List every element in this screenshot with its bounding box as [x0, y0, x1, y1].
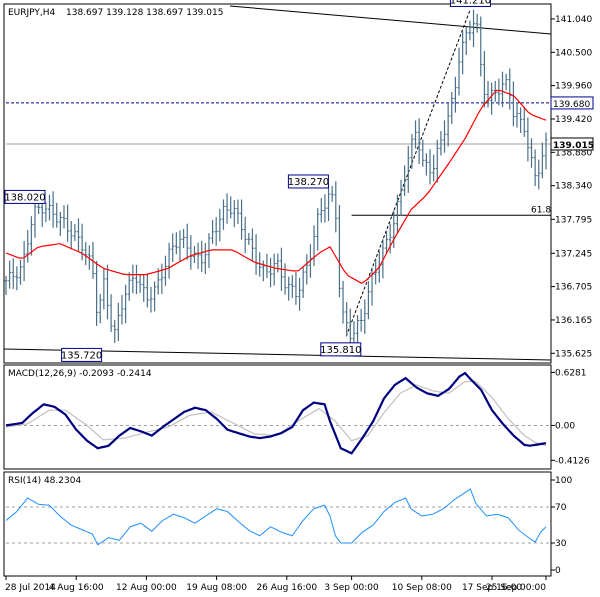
fib-618-label: 61.8 — [531, 205, 551, 215]
price-axis-label: 137.795 — [555, 215, 592, 225]
annotation-label: 141.210 — [450, 0, 491, 6]
x-axis-label: 3 Sep 00:00 — [324, 583, 379, 593]
upper-trendline — [229, 5, 552, 35]
macd-line — [5, 371, 547, 455]
x-axis-label: 19 Aug 08:00 — [186, 583, 247, 593]
price-axis-label: 137.245 — [555, 249, 592, 259]
rsi-series — [5, 488, 551, 546]
resistance-tag-label: 139.680 — [553, 100, 590, 110]
dashed-trendline — [345, 8, 471, 337]
price-series: 61.8 138.020 135.720 138.270 135.810 141.210 — [3, 0, 552, 362]
annotation-box — [287, 174, 329, 189]
price-axis-label: 139.960 — [555, 82, 592, 92]
price-panel — [3, 3, 552, 364]
x-axis-label: 26 Aug 16:00 — [256, 583, 317, 593]
current-price-tag — [550, 137, 594, 151]
x-axis-label: 10 Sep 08:00 — [392, 583, 452, 593]
annotation-box — [320, 342, 362, 357]
rsi-axis-label: 70 — [555, 503, 567, 513]
price-axis-label: 139.420 — [555, 115, 592, 125]
rsi-title: RSI(14) 48.2304 — [8, 476, 81, 486]
rsi-line — [5, 488, 547, 546]
symbol-timeframe: EURJPY,H4 — [8, 8, 56, 18]
price-axis-label: 136.705 — [555, 283, 592, 293]
rsi-axis-label: 30 — [555, 539, 567, 549]
x-axis-label: 25 Sep 00:00 — [486, 583, 546, 593]
resistance-tag — [550, 96, 594, 110]
price-axis-label: 138.340 — [555, 182, 592, 192]
annotation-box — [449, 0, 491, 7]
x-axis-label: 28 Jul 2014 — [5, 583, 56, 593]
price-axis-label: 135.625 — [555, 349, 592, 359]
annotation-box — [4, 189, 46, 204]
rsi-axis-label: 100 — [555, 476, 572, 486]
macd-series — [5, 371, 551, 455]
macd-axis-label: -0.4126 — [555, 456, 590, 466]
macd-panel — [3, 364, 552, 470]
price-axis-label: 136.165 — [555, 316, 592, 326]
rsi-panel — [3, 471, 552, 577]
annotation-label: 138.020 — [4, 192, 45, 203]
x-axis-label: 4 Aug 16:00 — [49, 583, 104, 593]
x-axis-label: 12 Aug 00:00 — [116, 583, 177, 593]
macd-axis-label: 0.00 — [555, 421, 575, 431]
rsi-axis-label: 0 — [555, 566, 561, 576]
x-axis-label: 17 Sep 16:00 — [462, 583, 522, 593]
annotation-label: 138.270 — [288, 177, 329, 188]
macd-axis-label: 0.6281 — [555, 368, 587, 378]
annotation-label: 135.810 — [320, 345, 361, 356]
macd-title: MACD(12,26,9) -0.2093 -0.2414 — [8, 369, 152, 379]
annotation-box — [61, 347, 103, 362]
annotation-label: 135.720 — [61, 350, 102, 361]
ohlc-readout: 138.697 139.128 138.697 139.015 — [66, 8, 223, 18]
price-axis-label: 138.880 — [555, 148, 592, 158]
moving-average-line — [5, 89, 547, 285]
current-price-tag-label: 139.015 — [553, 141, 594, 151]
axes: 141.040 140.500 139.960 139.420 138.880 138.3… — [5, 15, 594, 593]
price-axis-label: 140.500 — [555, 48, 592, 58]
price-axis-label: 141.040 — [555, 15, 592, 25]
